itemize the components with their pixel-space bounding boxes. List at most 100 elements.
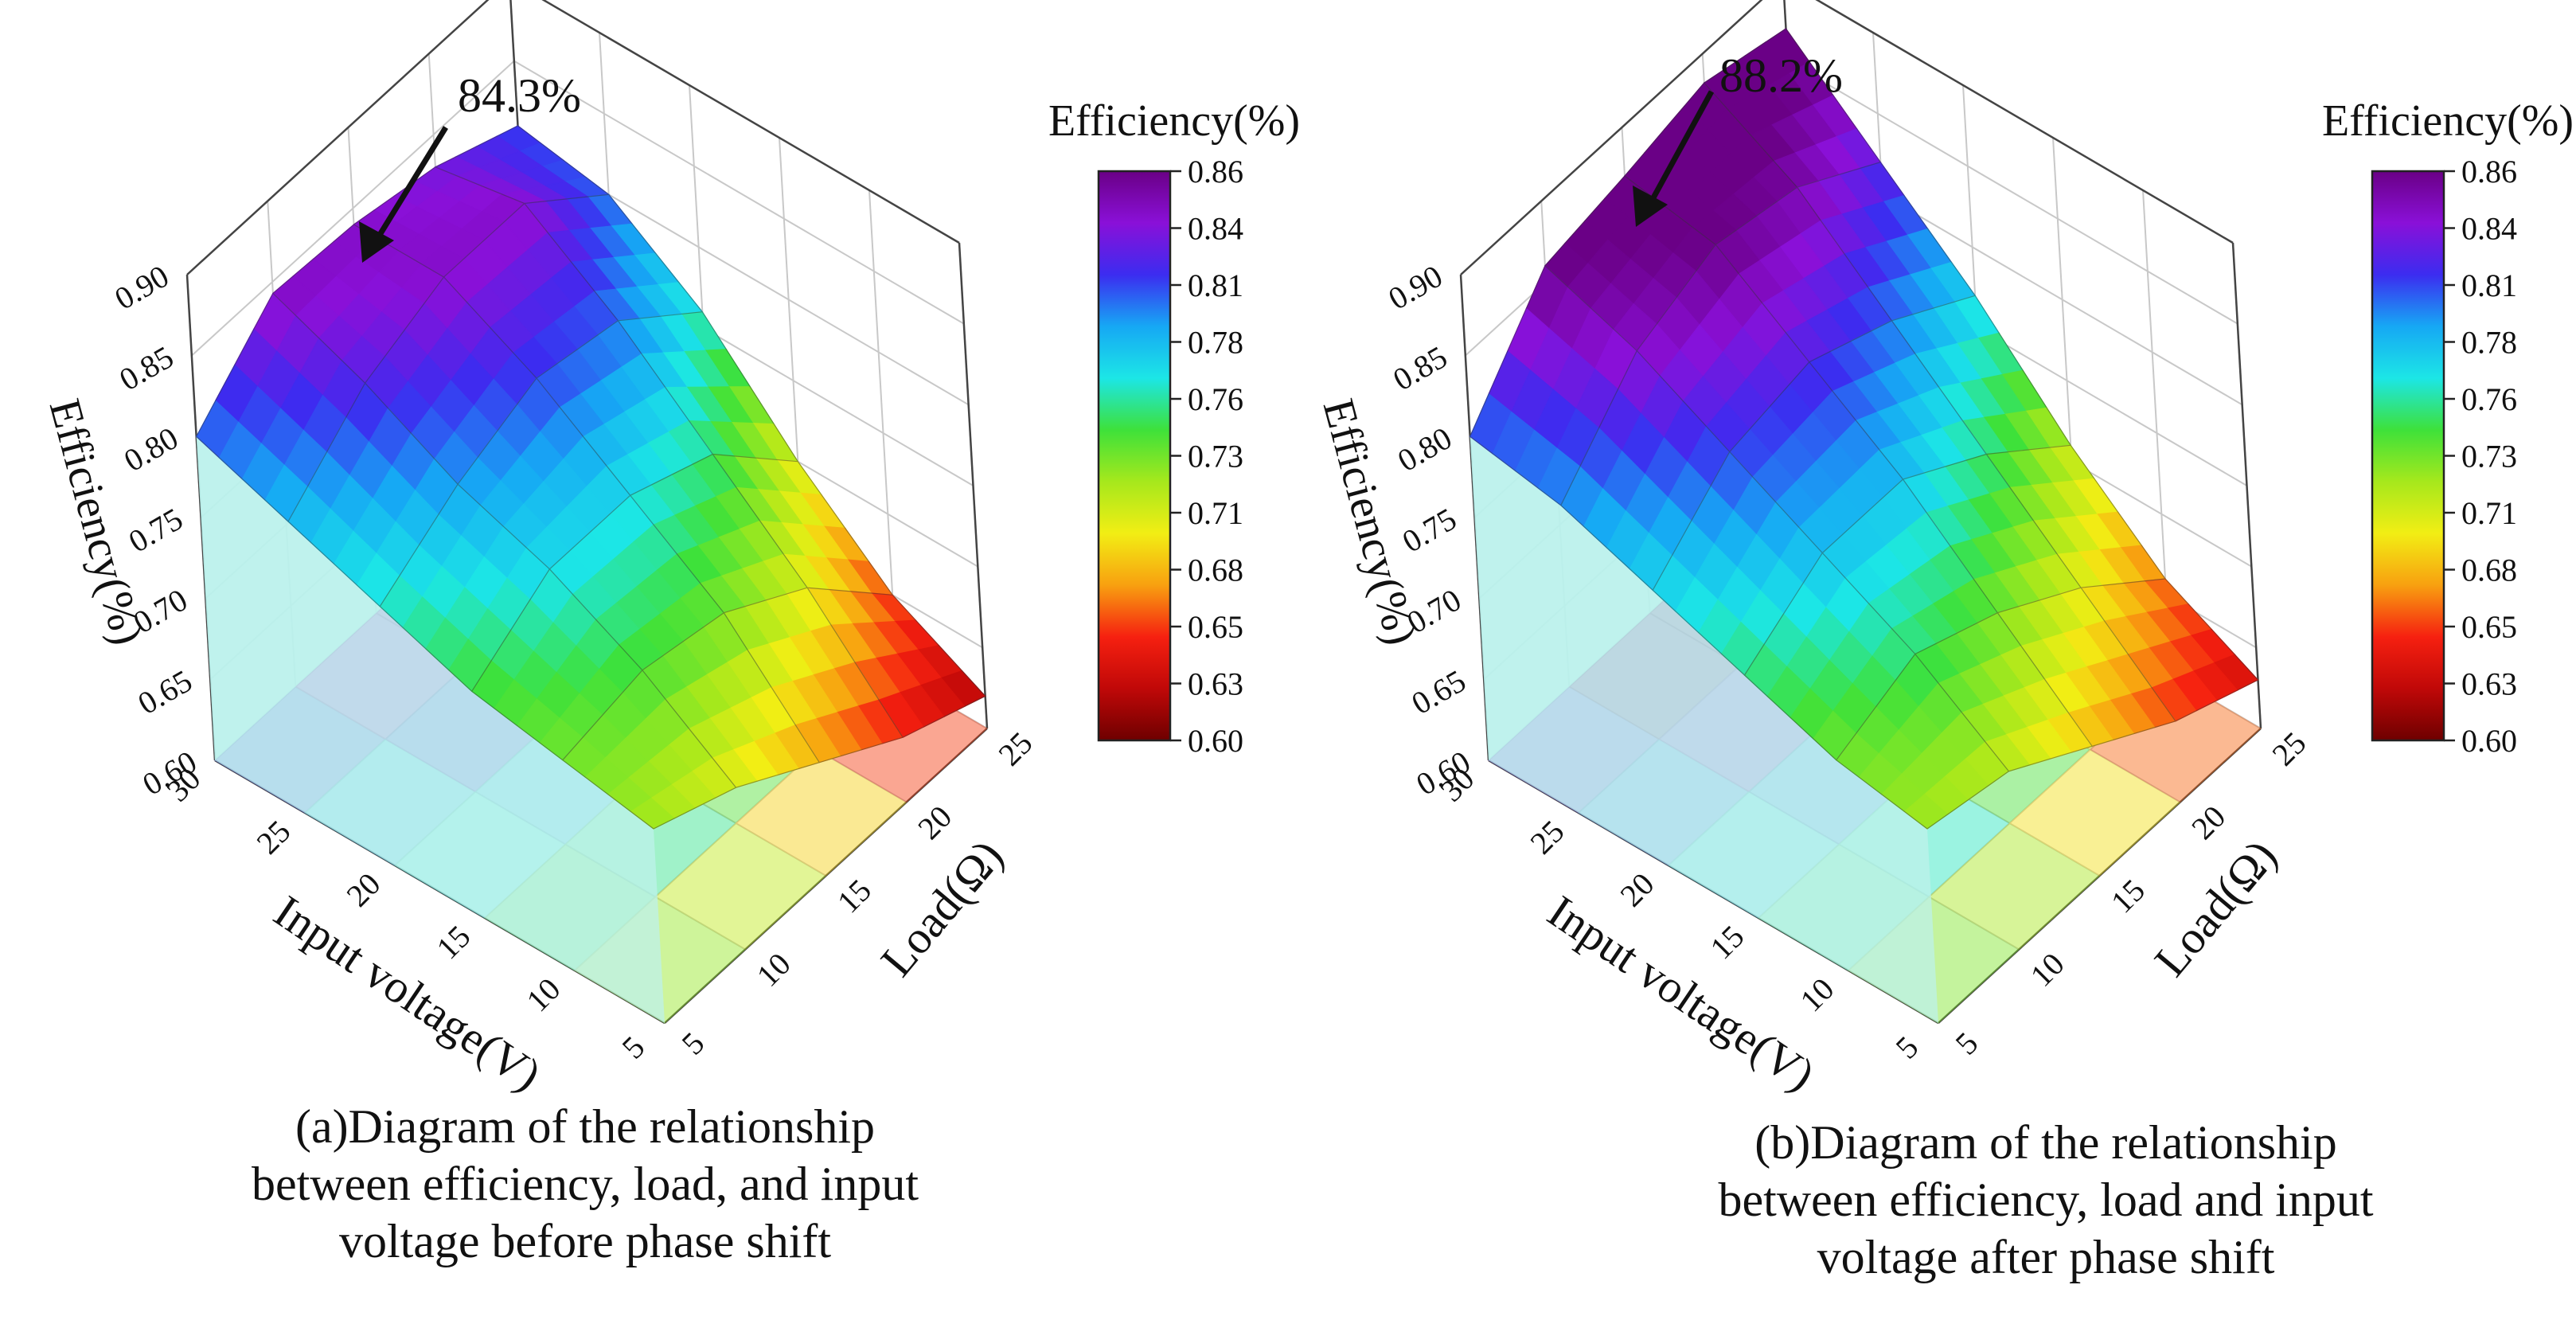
mesh-line [353, 224, 820, 763]
chart-panel-a: 0.900.850.800.750.700.650.60Efficiency(%… [40, 0, 1300, 1267]
annotation-label: 84.3% [458, 69, 581, 122]
colorbar-tick-label: 0.60 [2461, 723, 2517, 759]
mesh-line [517, 125, 986, 697]
colorbar-tick-label: 0.60 [1188, 723, 1243, 759]
surface-mesh [196, 125, 986, 830]
colorbar-tick-label: 0.73 [2461, 439, 2517, 474]
colorbar-tick-label: 0.81 [2461, 268, 2517, 303]
colorbar-tick-label: 0.71 [2461, 495, 2517, 531]
colorbar-tick-label: 0.84 [1188, 211, 1243, 247]
colorbar-tick-label: 0.63 [1188, 666, 1243, 702]
caption-line: between efficiency, load and input [1718, 1174, 2373, 1226]
z-tick-label: 0.65 [1406, 662, 1472, 721]
floor-cell [654, 822, 827, 951]
axis-edge [1460, 0, 1763, 275]
z-tick-label: 0.90 [108, 258, 174, 317]
axis-edge [185, 274, 217, 761]
colorbar-tick-label: 0.76 [1188, 381, 1243, 417]
axis-edge [664, 728, 988, 1024]
floor-cell [735, 748, 907, 877]
z-tick-label: 0.65 [132, 662, 198, 721]
floor-cell [2008, 748, 2181, 877]
voltage-tick-label: 10 [1793, 970, 1840, 1018]
z-tick-label: 0.75 [1396, 501, 1462, 560]
surface [195, 125, 986, 830]
colorbar-title: Efficiency(%) [1048, 96, 1300, 146]
caption-line: between efficiency, load, and input [252, 1158, 919, 1210]
z-tick-label: 0.80 [1391, 420, 1458, 478]
load-tick-label: 5 [674, 1025, 711, 1061]
mesh-line [1652, 295, 1976, 591]
colorbar-tick-label: 0.86 [2461, 154, 2517, 189]
surface-cell [630, 797, 675, 830]
mesh-line [562, 587, 893, 761]
colorbar-title: Efficiency(%) [2322, 96, 2574, 146]
gridline-h [513, 60, 965, 325]
caption-line: voltage before phase shift [339, 1215, 831, 1267]
mesh-line [1544, 265, 2009, 772]
mesh-line [653, 695, 986, 830]
gridline-h [1787, 60, 2238, 325]
load-tick-label: 10 [750, 946, 798, 994]
voltage-tick-label: 15 [429, 918, 477, 966]
surface-cell [1903, 793, 1949, 830]
mesh-line [1743, 444, 2071, 676]
colorbar-tick-label: 0.68 [1188, 553, 1243, 588]
annotation-arrowhead [1633, 186, 1668, 227]
axis-edge [2231, 242, 2262, 729]
mesh-line [1704, 82, 2176, 722]
load-tick-label: 25 [991, 724, 1039, 772]
mesh-line [435, 166, 904, 738]
load-tick-label: 25 [2265, 724, 2313, 772]
surface-side-load [196, 436, 665, 1023]
axis-edge [1815, 0, 2234, 244]
voltage-tick-label: 25 [1523, 813, 1571, 861]
axis-box [1459, 0, 2262, 1025]
surface-mesh [1469, 28, 2258, 830]
load-axis-label: Load(Ω) [2145, 830, 2287, 986]
mesh-line [471, 453, 798, 692]
load-axis-label: Load(Ω) [871, 830, 1013, 986]
mesh-line [272, 292, 737, 788]
colorbar-tick-label: 0.76 [2461, 381, 2517, 417]
annotation-arrowhead [359, 221, 394, 263]
caption-line: (a)Diagram of the relationship [295, 1100, 875, 1153]
voltage-tick-label: 5 [1888, 1029, 1925, 1065]
load-tick-label: 10 [2024, 946, 2071, 994]
voltage-tick-label: 15 [1703, 918, 1751, 966]
z-tick-label: 0.85 [1387, 338, 1453, 397]
annotation-label: 88.2% [1719, 49, 1843, 102]
load-tick-label: 20 [2184, 799, 2232, 846]
caption-line: (b)Diagram of the relationship [1754, 1116, 2336, 1169]
caption-line: voltage after phase shift [1817, 1231, 2275, 1283]
load-tick-label: 20 [911, 799, 958, 846]
mesh-line [287, 193, 609, 522]
mesh-line [1836, 578, 2166, 761]
z-tick-label: 0.75 [123, 501, 189, 560]
voltage-tick-label: 10 [519, 970, 567, 1018]
mesh-line [1560, 162, 1881, 506]
colorbar-tick-label: 0.65 [2461, 609, 2517, 645]
axis-edge [1459, 274, 1490, 761]
colorbar-tick-label: 0.63 [2461, 666, 2517, 702]
colorbar-tick-label: 0.78 [2461, 325, 2517, 361]
voltage-tick-label: 20 [339, 865, 387, 913]
mesh-line [1624, 175, 2093, 747]
mesh-line [196, 125, 518, 437]
axis-edge [186, 0, 490, 275]
z-tick-label: 0.85 [113, 338, 179, 397]
colorbar-tick-label: 0.65 [1188, 609, 1243, 645]
annotation-arrow [371, 126, 448, 247]
colorbar-tick-label: 0.73 [1188, 439, 1243, 474]
axis-edge [1938, 728, 2262, 1024]
z-tick-label: 0.80 [118, 420, 184, 478]
load-tick-label: 5 [1948, 1025, 1985, 1061]
annotation-arrow [1644, 90, 1715, 211]
axis-edge [541, 0, 960, 244]
colorbar-tick-label: 0.86 [1188, 154, 1243, 189]
colorbar-tick-label: 0.81 [1188, 268, 1243, 303]
load-tick-label: 15 [830, 872, 878, 920]
colorbar-tick-label: 0.68 [2461, 553, 2517, 588]
load-tick-label: 15 [2104, 872, 2152, 920]
